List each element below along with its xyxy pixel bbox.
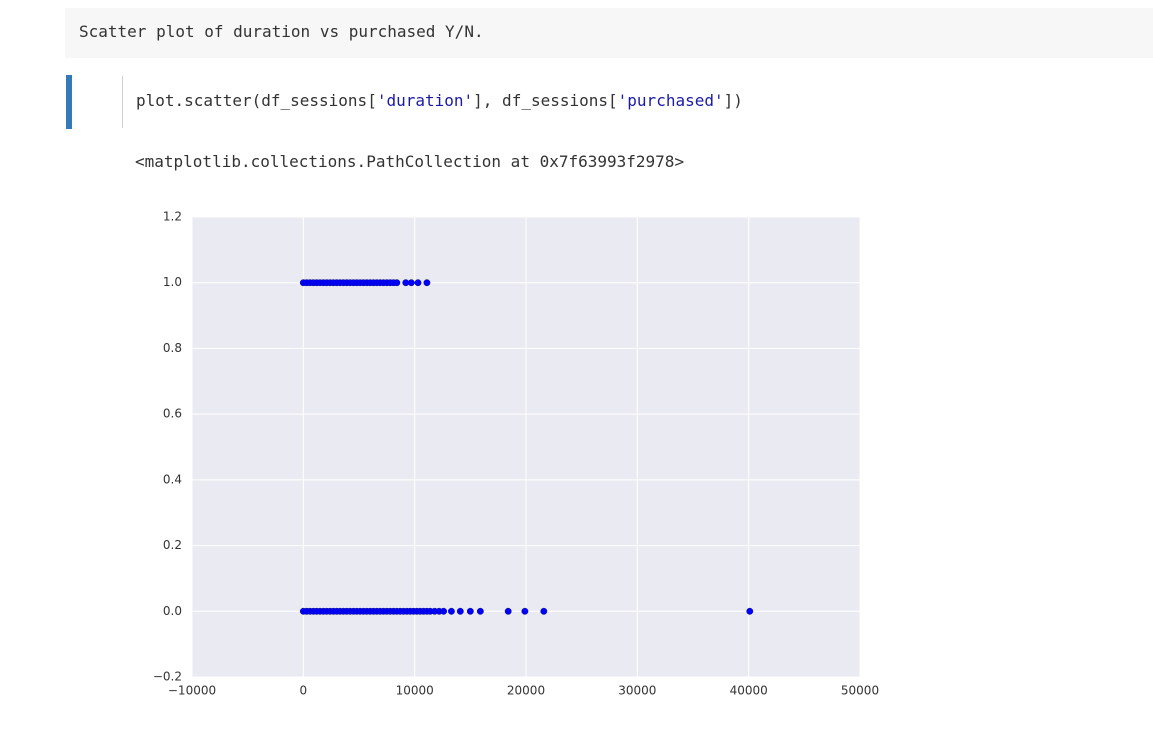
point <box>456 607 464 615</box>
point <box>476 607 484 615</box>
y-tick-label: 1.0 <box>163 275 182 289</box>
code-token: ], df_sessions[ <box>473 91 618 110</box>
code-token: plot.scatter(df_sessions[ <box>136 91 377 110</box>
point <box>448 607 455 615</box>
cell-selection-bar <box>66 75 72 129</box>
y-tick-label: −0.2 <box>153 670 182 684</box>
x-tick-label: 0 <box>300 684 308 698</box>
markdown-text: Scatter plot of duration vs purchased Y/… <box>79 22 484 41</box>
point <box>466 607 474 615</box>
code-string: 'purchased' <box>617 91 724 110</box>
code-string: 'duration' <box>376 91 474 110</box>
x-tick-label: −10000 <box>168 684 216 698</box>
y-tick-label: 0.4 <box>163 472 182 486</box>
x-tick-label: 30000 <box>618 684 656 698</box>
point <box>414 279 422 287</box>
point <box>521 607 529 615</box>
x-tick-label: 50000 <box>841 684 879 698</box>
y-tick-label: 0.0 <box>163 604 182 618</box>
x-tick-label: 40000 <box>730 684 768 698</box>
y-tick-label: 0.8 <box>163 341 182 355</box>
output-text: <matplotlib.collections.PathCollection a… <box>135 152 685 171</box>
x-tick-label: 20000 <box>507 684 545 698</box>
y-tick-label: 0.6 <box>163 407 182 421</box>
point <box>393 279 401 287</box>
code-token: ]) <box>723 91 743 110</box>
code-line: plot.scatter(df_sessions['duration'], df… <box>136 91 743 110</box>
markdown-cell[interactable]: Scatter plot of duration vs purchased Y/… <box>65 8 1153 58</box>
x-tick-label: 10000 <box>396 684 434 698</box>
point <box>423 279 431 287</box>
point <box>440 607 448 615</box>
point <box>746 607 754 615</box>
point <box>504 607 512 615</box>
y-tick-label: 0.2 <box>163 538 182 552</box>
point <box>407 279 415 287</box>
y-tick-label: 1.2 <box>163 210 182 224</box>
point <box>540 607 548 615</box>
code-cell[interactable]: plot.scatter(df_sessions['duration'], df… <box>122 76 1153 128</box>
